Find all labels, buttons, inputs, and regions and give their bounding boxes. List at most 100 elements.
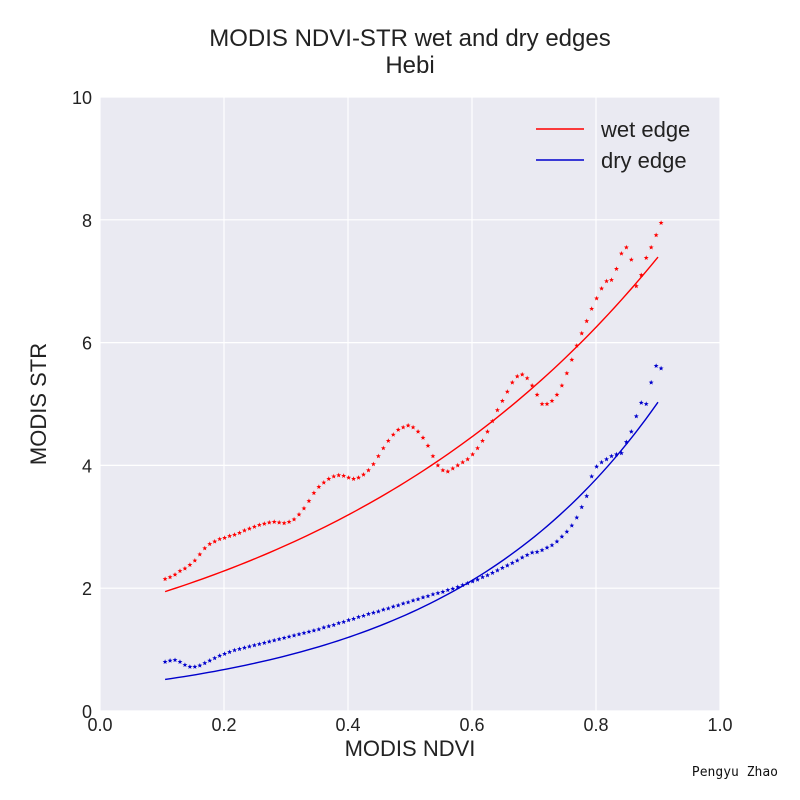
wet-data-point (579, 330, 585, 336)
wet-data-point (415, 429, 421, 434)
dry-data-point (341, 619, 347, 625)
y-axis-label: MODIS STR (26, 343, 51, 465)
wet-data-point (385, 438, 391, 443)
dry-data-point (648, 379, 654, 385)
wet-data-point (450, 465, 456, 471)
wet-data-point (370, 461, 376, 467)
dry-data-point (584, 493, 590, 499)
dry-data-point (638, 400, 644, 405)
wet-data-point (162, 576, 168, 582)
wet-data-point (430, 453, 436, 459)
dry-data-point (400, 600, 406, 606)
dry-data-point (450, 586, 456, 591)
wet-data-point (217, 536, 223, 542)
x-tick-label: 0.0 (87, 715, 112, 735)
dry-data-point (375, 608, 381, 614)
dry-data-point (633, 413, 639, 419)
dry-data-point (549, 542, 555, 548)
dry-data-point (192, 664, 198, 669)
wet-data-point (316, 484, 322, 489)
dry-data-point (579, 504, 585, 510)
dry-data-point (256, 641, 262, 647)
wet-data-point (599, 285, 605, 291)
dry-data-point (182, 662, 188, 668)
dry-data-point (365, 611, 371, 617)
wet-data-point (623, 244, 629, 250)
dry-data-point (529, 549, 535, 555)
dry-data-point (232, 647, 238, 653)
data-points (162, 220, 664, 669)
wet-data-point (336, 472, 342, 478)
dry-data-point (286, 634, 292, 639)
y-tick-label: 8 (82, 211, 92, 231)
dry-data-point (420, 594, 426, 600)
wet-data-point (266, 519, 272, 525)
y-tick-label: 2 (82, 579, 92, 599)
dry-data-point (385, 605, 391, 611)
wet-data-point (291, 516, 297, 522)
wet-data-point (504, 389, 510, 394)
dry-data-point (237, 646, 242, 652)
dry-data-point (554, 538, 560, 544)
wet-data-point (425, 443, 431, 448)
dry-data-point (266, 639, 272, 644)
dry-data-point (480, 574, 486, 580)
dry-data-point (594, 464, 600, 469)
wet-data-point (202, 545, 208, 551)
dry-data-point (628, 429, 634, 434)
wet-data-point (296, 511, 302, 517)
wet-data-point (167, 574, 173, 580)
dry-data-point (599, 459, 605, 465)
wet-data-point (440, 467, 446, 473)
dry-data-point (281, 635, 287, 641)
wet-data-point (321, 479, 327, 485)
dry-data-point (609, 453, 614, 459)
dry-data-point (241, 645, 247, 650)
wet-data-point (207, 541, 213, 547)
dry-data-point (618, 450, 624, 456)
dry-data-point (470, 578, 476, 584)
wet-data-point (346, 475, 352, 480)
dry-data-point (222, 651, 228, 656)
wet-data-point (395, 427, 401, 432)
wet-data-point (584, 318, 590, 324)
wet-data-point (365, 467, 371, 473)
dry-data-point (455, 584, 461, 590)
dry-data-point (604, 456, 610, 462)
wet-data-point (172, 572, 178, 577)
dry-data-point (227, 649, 233, 655)
wet-data-point (301, 505, 307, 511)
dry-data-point (658, 365, 664, 371)
dry-data-point (390, 604, 396, 609)
wet-data-point (192, 557, 198, 563)
dry-data-point (524, 552, 530, 558)
dry-data-point (494, 567, 500, 573)
wet-data-point (212, 538, 218, 544)
y-tick-label: 6 (82, 334, 92, 354)
dry-data-point (251, 642, 257, 648)
wet-data-point (539, 401, 545, 407)
dry-data-point (246, 643, 252, 649)
wet-data-point (361, 472, 366, 477)
wet-data-point (187, 562, 193, 567)
x-tick-label: 0.4 (335, 715, 360, 735)
dry-data-point (167, 658, 173, 663)
wet-data-point (594, 295, 600, 301)
dry-data-point (410, 597, 416, 603)
dry-data-point (212, 655, 218, 661)
wet-data-point (653, 232, 659, 238)
dry-data-point (485, 572, 490, 578)
dry-data-point (316, 626, 322, 632)
dry-data-point (405, 599, 411, 605)
wet-data-point (445, 468, 451, 474)
wet-data-point (281, 520, 287, 526)
dry-data-point (589, 473, 595, 479)
legend-dry-edge-label: dry edge (601, 148, 687, 173)
x-tick-label: 0.2 (211, 715, 236, 735)
wet-data-point (499, 398, 505, 404)
dry-data-point (489, 570, 495, 575)
wet-data-point (276, 519, 282, 525)
x-tick-label: 0.8 (583, 715, 608, 735)
wet-data-point (455, 462, 461, 468)
dry-data-point (499, 565, 505, 571)
